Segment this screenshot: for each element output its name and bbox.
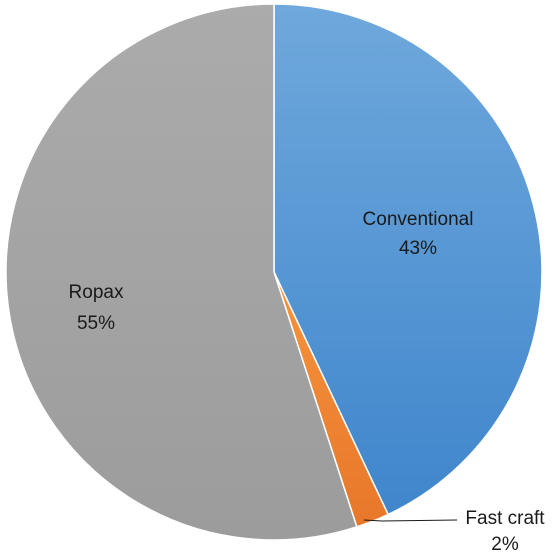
- slice-label-percent-conventional: 43%: [399, 238, 437, 259]
- pie-slice-ropax: [5, 3, 358, 541]
- slice-label-percent-fast-craft: 2%: [491, 534, 519, 555]
- leader-line-fast-craft: [363, 519, 458, 522]
- slice-label-name-conventional: Conventional: [363, 209, 474, 230]
- slice-label-percent-ropax: 55%: [77, 313, 115, 334]
- pie-slices: [5, 3, 543, 541]
- slice-label-name-ropax: Ropax: [69, 282, 124, 303]
- pie-slice-conventional: [273, 3, 543, 516]
- leader-lines: [363, 519, 458, 522]
- slice-label-name-fast-craft: Fast craft: [465, 508, 545, 529]
- slice-labels: Conventional 43% Fast craft 2% Ropax 55%: [69, 209, 546, 555]
